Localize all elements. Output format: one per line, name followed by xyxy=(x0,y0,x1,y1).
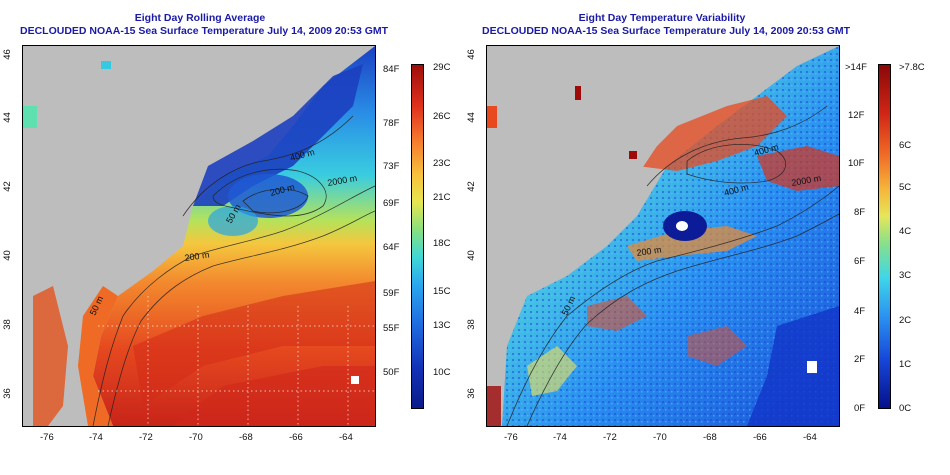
left-cbar-f-label: 55F xyxy=(383,323,400,334)
right-cbar-c-label: >7.8C xyxy=(899,62,925,73)
left-contour-label-4: 200 m xyxy=(184,250,210,263)
left-cbar-c-label: 29C xyxy=(433,62,451,73)
left-cbar-f-label: 69F xyxy=(383,198,400,209)
right-cbar-c-label: 5C xyxy=(899,182,912,193)
left-cbar-c-label: 21C xyxy=(433,192,451,203)
right-cbar-c-label: 6C xyxy=(899,140,912,151)
right-y-tick: 36 xyxy=(465,388,477,399)
left-title-line2: DECLOUDED NOAA-15 Sea Surface Temperatur… xyxy=(20,25,389,37)
left-cbar-f-label: 64F xyxy=(383,242,400,253)
left-cbar-f-label: 84F xyxy=(383,64,400,75)
left-cbar-c-label: 18C xyxy=(433,238,451,249)
right-sst-variability-map: 400 m 2000 m 400 m 200 m 50 m xyxy=(486,45,840,427)
left-title-line1: Eight Day Rolling Average xyxy=(134,12,266,24)
left-x-tick: -72 xyxy=(139,432,153,443)
left-y-tick: 38 xyxy=(1,319,13,330)
right-contour-label-4: 200 m xyxy=(636,245,662,258)
left-cbar-c-label: 10C xyxy=(433,367,451,378)
right-cbar-f-label: 8F xyxy=(854,207,866,218)
left-cbar-c-label: 15C xyxy=(433,286,451,297)
left-x-tick: -70 xyxy=(189,432,203,443)
right-y-tick: 42 xyxy=(465,181,477,192)
left-y-tick: 44 xyxy=(1,112,13,123)
left-y-tick: 46 xyxy=(1,49,13,60)
right-x-tick: -68 xyxy=(703,432,717,443)
right-y-tick: 38 xyxy=(465,319,477,330)
right-cbar-f-label: 10F xyxy=(848,158,865,169)
right-cbar-c-label: 1C xyxy=(899,359,912,370)
right-y-tick: 40 xyxy=(465,250,477,261)
left-sst-average-map: 400 m 2000 m 200 m 200 m 50 m 50 m xyxy=(22,45,376,427)
right-cbar-f-label: 6F xyxy=(854,256,866,267)
right-x-tick: -74 xyxy=(553,432,567,443)
right-title-line2: DECLOUDED NOAA-15 Sea Surface Temperatur… xyxy=(482,25,851,37)
right-y-tick: 46 xyxy=(465,49,477,60)
left-y-tick: 40 xyxy=(1,250,13,261)
right-x-tick: -66 xyxy=(753,432,767,443)
right-cbar-c-label: 0C xyxy=(899,403,912,414)
left-y-tick: 42 xyxy=(1,181,13,192)
left-x-tick: -66 xyxy=(289,432,303,443)
right-map-svg: 400 m 2000 m 400 m 200 m 50 m xyxy=(487,46,839,426)
left-cbar-c-label: 23C xyxy=(433,158,451,169)
left-cbar-c-label: 13C xyxy=(433,320,451,331)
left-cbar-c-label: 26C xyxy=(433,111,451,122)
left-cbar-f-label: 59F xyxy=(383,288,400,299)
left-cbar-f-label: 50F xyxy=(383,367,400,378)
right-cbar-c-label: 3C xyxy=(899,270,912,281)
right-colorbar xyxy=(878,64,891,409)
left-cbar-f-label: 78F xyxy=(383,118,400,129)
left-cbar-f-label: 73F xyxy=(383,161,400,172)
right-x-tick: -72 xyxy=(603,432,617,443)
left-y-tick: 36 xyxy=(1,388,13,399)
right-title-line1: Eight Day Temperature Variability xyxy=(578,12,746,24)
right-cbar-f-label: 2F xyxy=(854,354,866,365)
right-x-tick: -76 xyxy=(504,432,518,443)
left-colorbar xyxy=(411,64,424,409)
left-x-tick: -68 xyxy=(239,432,253,443)
right-x-tick: -64 xyxy=(803,432,817,443)
left-x-tick: -76 xyxy=(40,432,54,443)
right-cbar-c-label: 4C xyxy=(899,226,912,237)
left-x-tick: -64 xyxy=(339,432,353,443)
right-y-tick: 44 xyxy=(465,112,477,123)
right-cbar-f-label: 4F xyxy=(854,306,866,317)
left-map-svg: 400 m 2000 m 200 m 200 m 50 m 50 m xyxy=(23,46,375,426)
right-cbar-c-label: 2C xyxy=(899,315,912,326)
right-x-tick: -70 xyxy=(653,432,667,443)
right-cbar-f-label: 12F xyxy=(848,110,865,121)
right-cbar-f-label: >14F xyxy=(845,62,867,73)
right-cbar-f-label: 0F xyxy=(854,403,866,414)
left-x-tick: -74 xyxy=(89,432,103,443)
